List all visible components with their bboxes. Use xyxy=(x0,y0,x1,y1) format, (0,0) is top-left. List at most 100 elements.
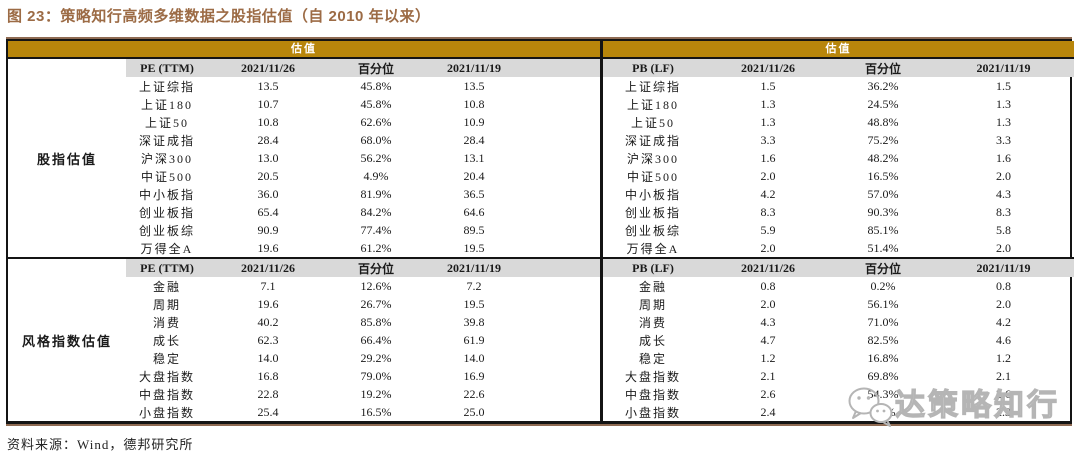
value-cell: 2.4% xyxy=(870,404,896,419)
spacer-cell xyxy=(524,167,600,185)
value-cell: 0.2% xyxy=(870,278,896,293)
value-cell: 45.8% xyxy=(360,78,392,93)
value-cell: 68.0% xyxy=(360,132,392,147)
value-cell: 1.3 xyxy=(996,114,1011,129)
value-cell: 24.5% xyxy=(867,96,899,111)
value-cell: 25.4 xyxy=(257,404,279,419)
value-cell: 57.0% xyxy=(867,186,899,201)
index-name: 创业板指 xyxy=(138,205,195,220)
value-cell: 7.2 xyxy=(466,278,482,293)
value-cell: 1.5 xyxy=(996,78,1011,93)
value-cell: 13.5 xyxy=(463,78,485,93)
value-cell: 2.1 xyxy=(760,368,776,383)
value-cell: 69.8% xyxy=(867,368,899,383)
value-cell: 62.6% xyxy=(360,114,392,129)
value-cell: 4.2 xyxy=(760,186,776,201)
value-cell: 1.3 xyxy=(760,114,776,129)
table-row: 中盘指数 22.8 19.2% 22.6 xyxy=(8,385,600,403)
index-name: 上证综指 xyxy=(138,79,195,94)
column-header: 百分位 xyxy=(833,59,933,77)
value-cell: 48.8% xyxy=(867,114,899,129)
value-cell: 5.8 xyxy=(996,222,1011,237)
table-row: 沪深300 13.0 56.2% 13.1 xyxy=(8,149,600,167)
index-name: 大盘指数 xyxy=(624,369,681,384)
value-cell: 1.6 xyxy=(996,150,1011,165)
value-cell: 3.3 xyxy=(760,132,776,147)
value-cell: 2.0 xyxy=(996,296,1011,311)
table-row: 周期 2.0 56.1% 2.0 xyxy=(603,295,1074,313)
value-cell: 2.0 xyxy=(996,168,1011,183)
index-name: 周期 xyxy=(152,297,181,312)
spacer-cell xyxy=(524,203,600,221)
index-name: 深证成指 xyxy=(624,133,681,148)
index-name: 成长 xyxy=(152,333,181,348)
table-row: 稳定 1.2 16.8% 1.2 xyxy=(603,349,1074,367)
spacer-cell xyxy=(524,295,600,313)
value-cell: 10.8 xyxy=(463,96,485,111)
table-row: 小盘指数 2.4 2.4% 2.3 xyxy=(603,403,1074,421)
index-name: 上证综指 xyxy=(624,79,681,94)
column-header: 百分位 xyxy=(833,257,933,277)
spacer-cell xyxy=(524,77,600,95)
spacer-cell xyxy=(524,277,600,295)
index-name: 沪深300 xyxy=(626,151,679,166)
value-cell: 90.3% xyxy=(867,204,899,219)
value-cell: 89.5 xyxy=(463,222,485,237)
spacer-cell xyxy=(524,403,600,421)
column-header: 2021/11/19 xyxy=(933,59,1074,77)
value-cell: 4.6 xyxy=(996,332,1011,347)
pb-table: PB (LF) 2021/11/26 百分位 2021/11/19 上证综指 1.5 36.… xyxy=(603,59,1074,421)
index-name: 上证50 xyxy=(630,115,675,130)
value-cell: 2.3 xyxy=(996,404,1011,419)
value-cell: 1.3 xyxy=(996,96,1011,111)
spacer-cell xyxy=(524,239,600,258)
index-name: 上证180 xyxy=(140,97,193,112)
table-row: 上证50 10.8 62.6% 10.9 xyxy=(8,113,600,131)
index-name: 稳定 xyxy=(152,351,181,366)
table-row: 成长 62.3 66.4% 61.9 xyxy=(8,331,600,349)
value-cell: 13.5 xyxy=(257,78,279,93)
column-header: 2021/11/19 xyxy=(424,257,524,277)
value-cell: 36.0 xyxy=(257,186,279,201)
index-name: 深证成指 xyxy=(138,133,195,148)
table-row: 深证成指 3.3 75.2% 3.3 xyxy=(603,131,1074,149)
column-header: 2021/11/26 xyxy=(208,257,328,277)
table-group: PB (LF) 2021/11/26 百分位 2021/11/19 金融 0.8 0.2% 0… xyxy=(603,257,1074,421)
value-cell: 45.8% xyxy=(360,96,392,111)
spacer-cell xyxy=(524,59,600,77)
valuation-table: 估值 股指估值 PE (TTM) 2021/11/26 百分位 2021/11/19 上证… xyxy=(6,37,1074,426)
index-name: 金融 xyxy=(152,279,181,294)
table-body-wrapper: 估值 股指估值 PE (TTM) 2021/11/26 百分位 2021/11/19 上证… xyxy=(6,39,1074,424)
value-cell: 16.8% xyxy=(867,350,899,365)
table-row: 中小板指 36.0 81.9% 36.5 xyxy=(8,185,600,203)
value-cell: 2.6 xyxy=(760,386,776,401)
index-name: 万得全A xyxy=(140,241,194,256)
value-cell: 65.4 xyxy=(257,204,279,219)
column-header-row: 风格指数估值 PE (TTM) 2021/11/26 百分位 2021/11/19 xyxy=(8,257,600,421)
value-cell: 7.1 xyxy=(260,278,276,293)
value-cell: 2.1 xyxy=(996,368,1011,383)
index-name: 创业板指 xyxy=(624,205,681,220)
table-row: 消费 4.3 71.0% 4.2 xyxy=(603,313,1074,331)
table-row: 中小板指 4.2 57.0% 4.3 xyxy=(603,185,1074,203)
value-cell: 84.2% xyxy=(360,204,392,219)
table-row: 中证500 2.0 16.5% 2.0 xyxy=(603,167,1074,185)
value-cell: 62.3 xyxy=(257,332,279,347)
pe-band-header: 估值 xyxy=(8,41,600,59)
table-row: 中盘指数 2.6 54.3% 2.6 xyxy=(603,385,1074,403)
value-cell: 85.1% xyxy=(867,222,899,237)
spacer-cell xyxy=(524,221,600,239)
value-cell: 10.7 xyxy=(257,96,279,111)
table-row: 沪深300 1.6 48.2% 1.6 xyxy=(603,149,1074,167)
value-cell: 71.0% xyxy=(867,314,899,329)
table-group: 股指估值 PE (TTM) 2021/11/26 百分位 2021/11/19 上证综指 1… xyxy=(8,59,600,258)
value-cell: 39.8 xyxy=(463,314,485,329)
value-cell: 26.7% xyxy=(360,296,392,311)
value-cell: 10.8 xyxy=(257,114,279,129)
spacer-cell xyxy=(524,313,600,331)
value-cell: 2.0 xyxy=(760,168,776,183)
index-name: 万得全A xyxy=(626,241,680,256)
table-row: 上证综指 13.5 45.8% 13.5 xyxy=(8,77,600,95)
value-cell: 82.5% xyxy=(867,332,899,347)
table-row: 深证成指 28.4 68.0% 28.4 xyxy=(8,131,600,149)
